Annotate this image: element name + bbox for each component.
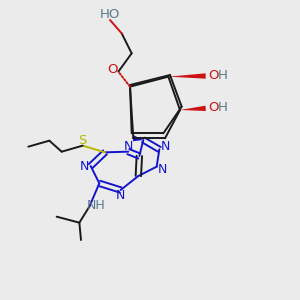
Text: H: H [218, 69, 227, 82]
Text: NH: NH [87, 199, 105, 212]
Text: N: N [160, 140, 170, 153]
Text: N: N [116, 189, 125, 202]
Text: S: S [79, 134, 87, 147]
Polygon shape [133, 135, 143, 141]
Polygon shape [180, 106, 206, 111]
Text: O: O [208, 69, 219, 82]
Text: N: N [124, 140, 133, 153]
Text: H: H [218, 101, 227, 114]
Text: O: O [208, 101, 219, 114]
Text: O: O [108, 63, 118, 76]
Text: N: N [158, 163, 167, 176]
Polygon shape [168, 73, 206, 79]
Text: HO: HO [100, 8, 120, 20]
Text: N: N [80, 160, 89, 172]
